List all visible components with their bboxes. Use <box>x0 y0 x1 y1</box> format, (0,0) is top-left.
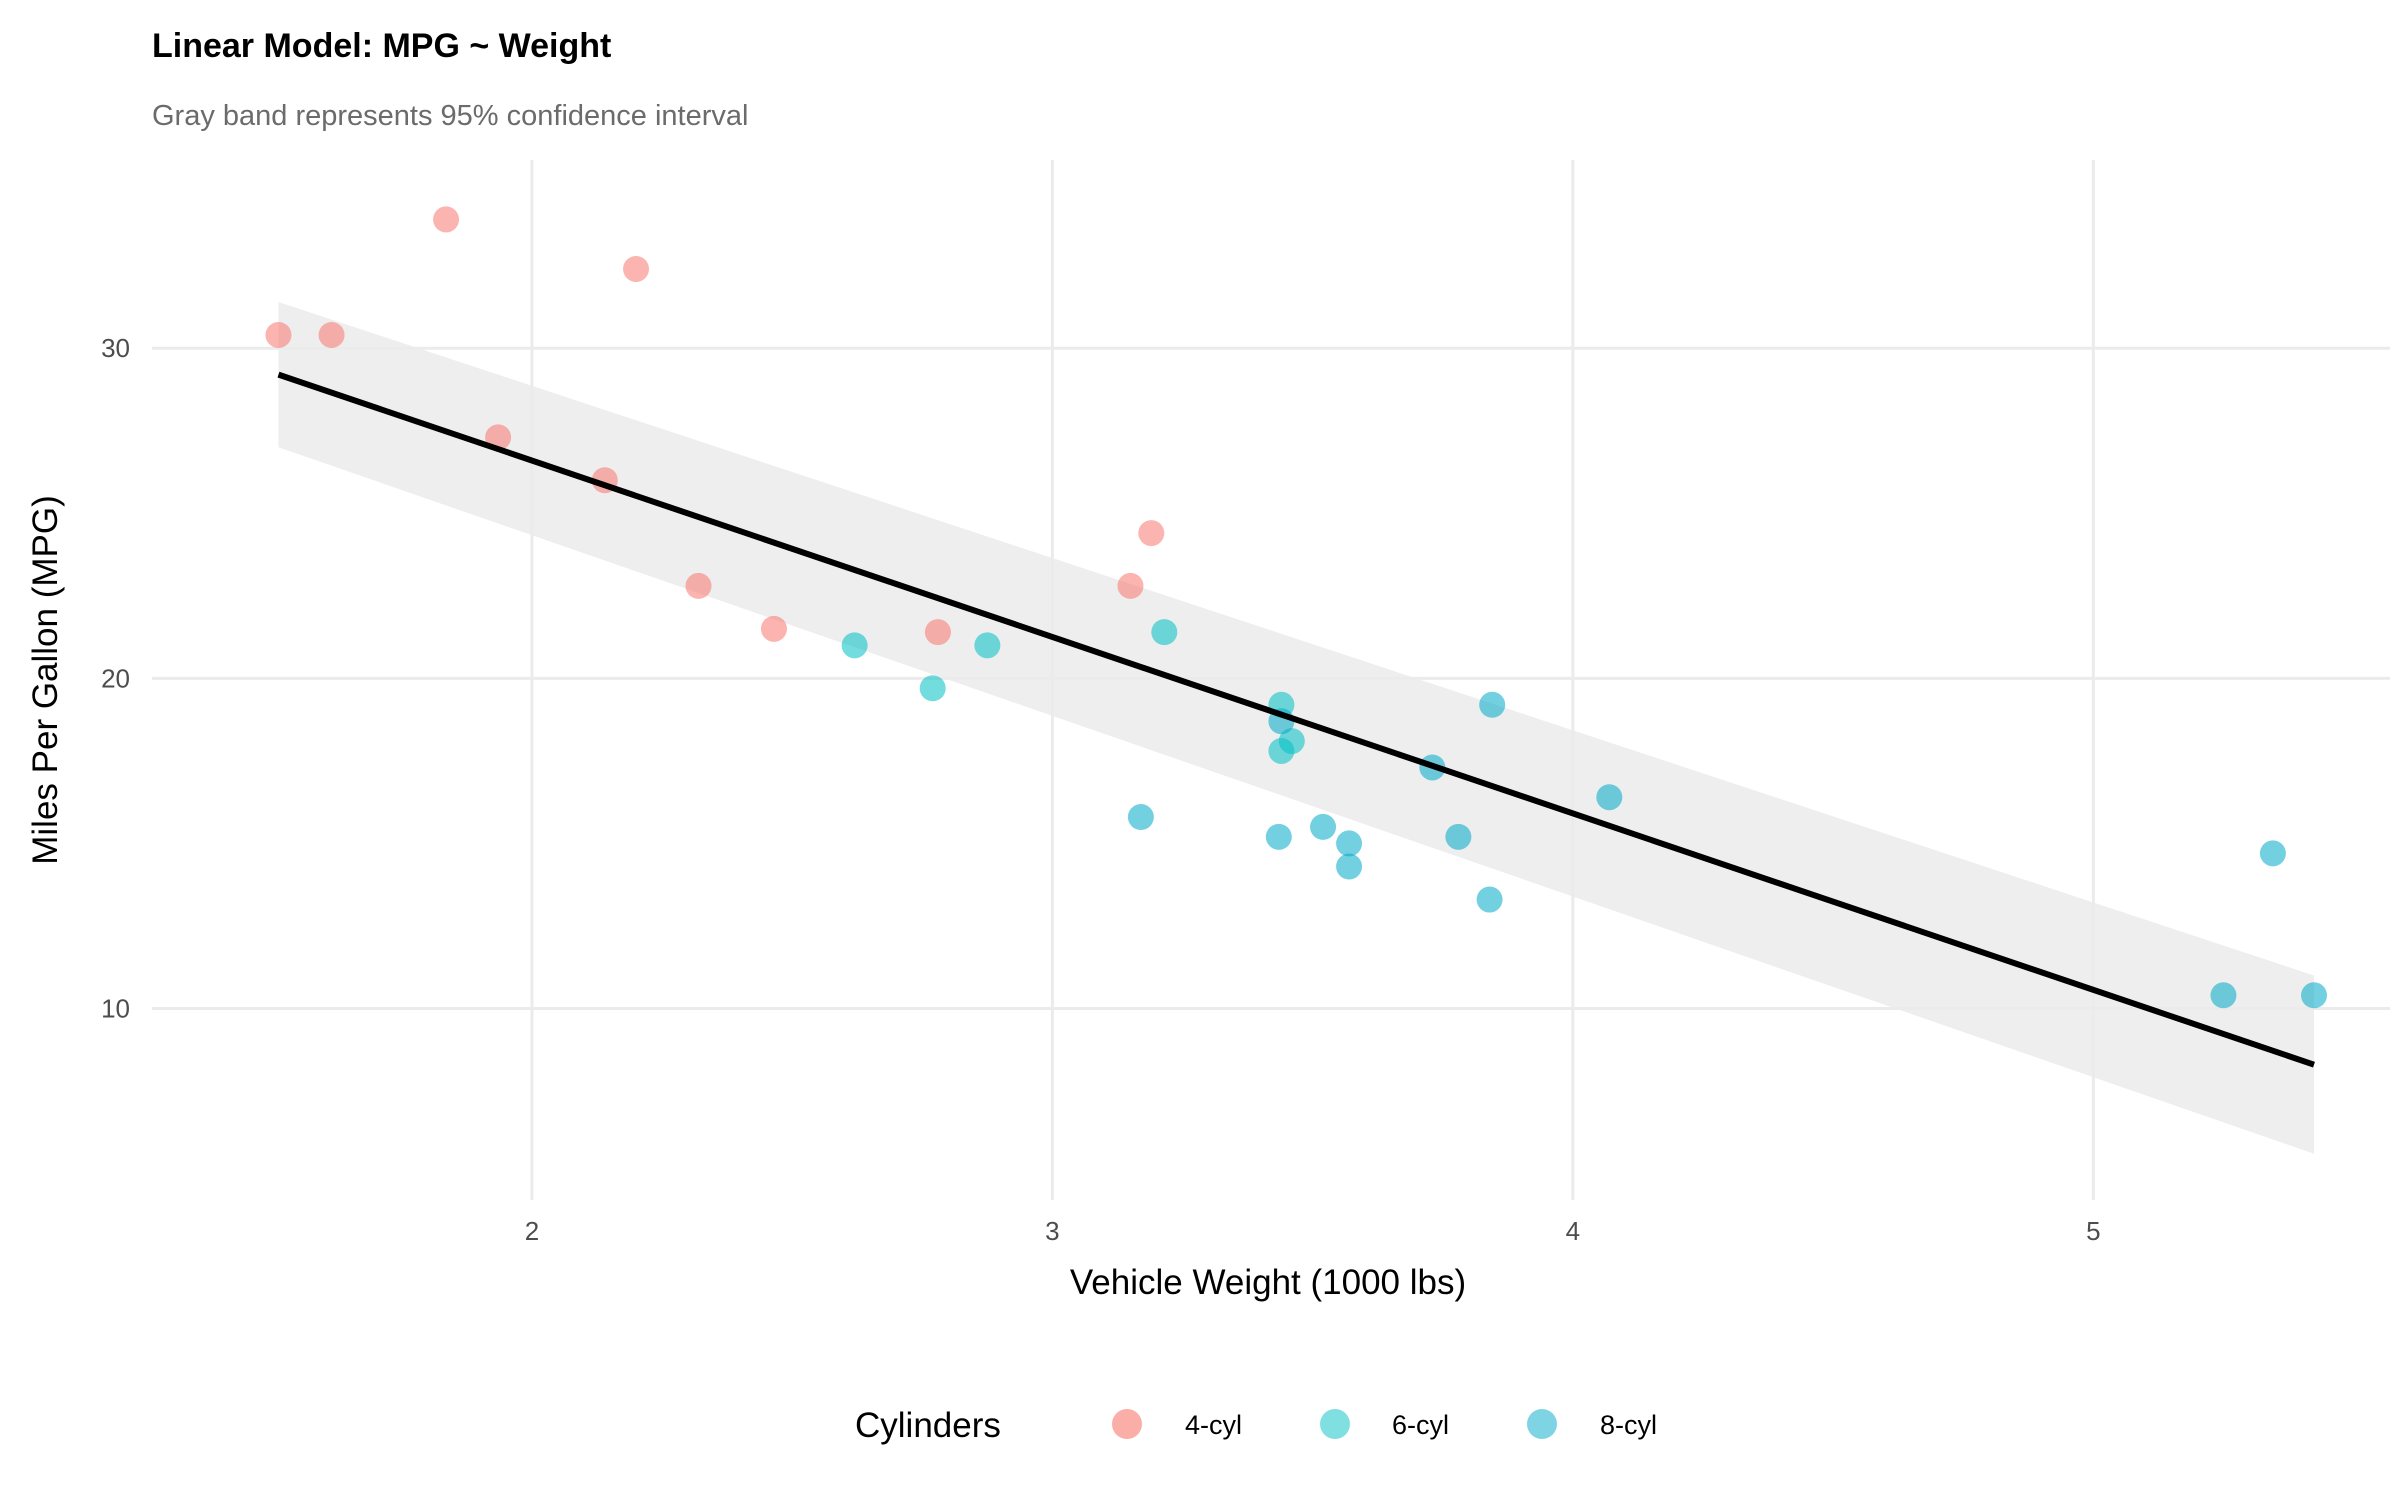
point-8-cyl <box>2301 982 2328 1009</box>
point-8-cyl <box>1127 804 1154 831</box>
confidence-band <box>278 301 2315 1154</box>
point-4-cyl <box>265 321 292 348</box>
point-4-cyl <box>924 619 951 646</box>
point-8-cyl <box>1476 886 1503 913</box>
point-4-cyl <box>623 255 650 282</box>
legend-key-6-cyl <box>1320 1409 1350 1439</box>
x-tick-label: 5 <box>2086 1216 2100 1246</box>
point-8-cyl <box>1310 813 1337 840</box>
point-4-cyl <box>318 321 345 348</box>
point-8-cyl <box>1445 823 1472 850</box>
tick-labels: 2 3 4 5 10 20 30 <box>101 333 2100 1246</box>
y-tick-label: 30 <box>101 333 130 363</box>
y-tick-label: 20 <box>101 663 130 693</box>
point-6-cyl <box>1151 619 1178 646</box>
point-4-cyl <box>760 615 787 642</box>
x-tick-label: 3 <box>1045 1216 1059 1246</box>
x-tick-label: 4 <box>1566 1216 1580 1246</box>
point-6-cyl <box>841 632 868 659</box>
legend-key-8-cyl <box>1527 1409 1557 1439</box>
point-4-cyl <box>1117 572 1144 599</box>
legend-key-4-cyl <box>1112 1409 1142 1439</box>
point-4-cyl <box>1138 520 1165 547</box>
legend-label-6-cyl: 6-cyl <box>1392 1410 1449 1440</box>
point-4-cyl <box>685 572 712 599</box>
point-8-cyl <box>1336 853 1363 880</box>
legend: Cylinders 4-cyl 6-cyl 8-cyl <box>855 1406 1657 1445</box>
point-8-cyl <box>2210 982 2237 1009</box>
regression-line <box>277 371 2315 1068</box>
legend-title: Cylinders <box>855 1406 1001 1445</box>
point-8-cyl <box>1479 691 1506 718</box>
chart-subtitle: Gray band represents 95% confidence inte… <box>152 100 748 132</box>
point-8-cyl <box>1596 784 1623 811</box>
point-8-cyl <box>1336 830 1363 857</box>
x-tick-label: 2 <box>525 1216 539 1246</box>
point-4-cyl <box>433 206 460 233</box>
point-8-cyl <box>1265 823 1292 850</box>
point-6-cyl <box>919 675 946 702</box>
data-points <box>265 206 2328 1009</box>
y-tick-label: 10 <box>101 994 130 1024</box>
point-8-cyl <box>2259 840 2286 867</box>
chart-title: Linear Model: MPG ~ Weight <box>152 27 611 65</box>
x-axis-title: Vehicle Weight (1000 lbs) <box>1070 1263 1466 1302</box>
point-6-cyl <box>974 632 1001 659</box>
confidence-band-area <box>278 301 2315 1154</box>
point-6-cyl <box>1278 728 1305 755</box>
regression-line-group <box>277 371 2315 1068</box>
legend-label-8-cyl: 8-cyl <box>1600 1410 1657 1440</box>
legend-label-4-cyl: 4-cyl <box>1185 1410 1242 1440</box>
y-axis-title: Miles Per Gallon (MPG) <box>26 495 65 865</box>
